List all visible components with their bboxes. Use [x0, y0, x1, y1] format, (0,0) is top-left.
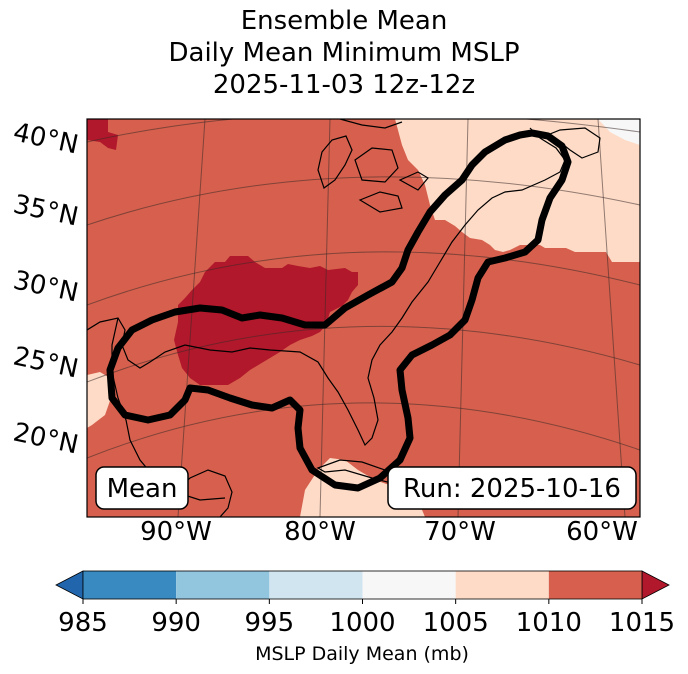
colorbar-bin-0	[83, 571, 177, 599]
parallel-30n	[87, 251, 640, 306]
colorbar-tick-label-1010: 1010	[516, 608, 582, 638]
annotation-run-box	[387, 466, 637, 510]
lat-label-40n: 40°N	[11, 118, 81, 161]
map-panel	[87, 119, 640, 517]
pressure-region-top-left	[87, 119, 118, 150]
chart-title-line-3: 2025-11-03 12z-12z	[212, 70, 476, 100]
colorbar-tick-label-1015: 1015	[609, 608, 675, 638]
lon-label-60w: 60°W	[566, 517, 638, 547]
annotation-run-text: Run: 2025-10-16	[403, 474, 621, 504]
chart-title-line-1: Ensemble Mean	[240, 6, 448, 36]
coastline-hudson	[339, 119, 403, 129]
annotation-mean: Mean	[95, 466, 189, 510]
colorbar-tick-label-1005: 1005	[423, 608, 489, 638]
annotation-run: Run: 2025-10-16	[387, 466, 637, 510]
annotation-mean-text: Mean	[107, 474, 178, 504]
highlight-outline	[106, 129, 572, 492]
colorbar-over-arrow	[641, 570, 670, 600]
pressure-region-central-core	[174, 256, 358, 385]
lon-label-90w: 90°W	[140, 517, 212, 547]
colorbar-bin-1	[176, 571, 270, 599]
colorbar-tick-label-985: 985	[58, 608, 108, 638]
colorbar-bin-3	[362, 571, 456, 599]
meridian-60w	[597, 119, 626, 517]
colorbar: 985 990 995 1000 1005 1010 1015 MSLP Daily Mea…	[55, 570, 675, 665]
colorbar-bin-2	[269, 571, 363, 599]
parallel-40n	[87, 119, 640, 143]
pressure-region-top-right	[598, 119, 640, 145]
parallel-25n	[87, 325, 640, 383]
longitude-labels: 90°W 80°W 70°W 60°W	[140, 517, 638, 547]
lat-label-30n: 30°N	[11, 266, 81, 309]
coastline-maritimes	[539, 127, 601, 159]
colorbar-tick-label-995: 995	[245, 608, 295, 638]
colorbar-under-arrow	[55, 570, 84, 600]
latitude-labels: 40°N 35°N 30°N 25°N 20°N	[11, 118, 81, 461]
lon-label-80w: 80°W	[284, 517, 356, 547]
colorbar-bin-5	[548, 571, 642, 599]
chart-title-line-2: Daily Mean Minimum MSLP	[168, 38, 520, 68]
meridian-90w	[177, 119, 206, 517]
lat-label-25n: 25°N	[11, 342, 81, 385]
lat-label-20n: 20°N	[11, 418, 81, 461]
annotation-mean-box	[95, 466, 189, 510]
colorbar-tick-label-1000: 1000	[329, 608, 395, 638]
coastline-yucatan	[174, 469, 233, 517]
lat-label-35n: 35°N	[11, 190, 81, 233]
colorbar-label: MSLP Daily Mean (mb)	[255, 643, 469, 665]
lon-label-70w: 70°W	[424, 517, 496, 547]
map-frame	[86, 118, 641, 518]
colorbar-tick-label-990: 990	[151, 608, 201, 638]
colorbar-bin-4	[455, 571, 549, 599]
coastline-gulf	[87, 127, 566, 447]
parallel-20n	[87, 402, 640, 459]
pressure-region-west-edge	[87, 372, 112, 428]
coastline-great-lakes	[317, 135, 429, 213]
